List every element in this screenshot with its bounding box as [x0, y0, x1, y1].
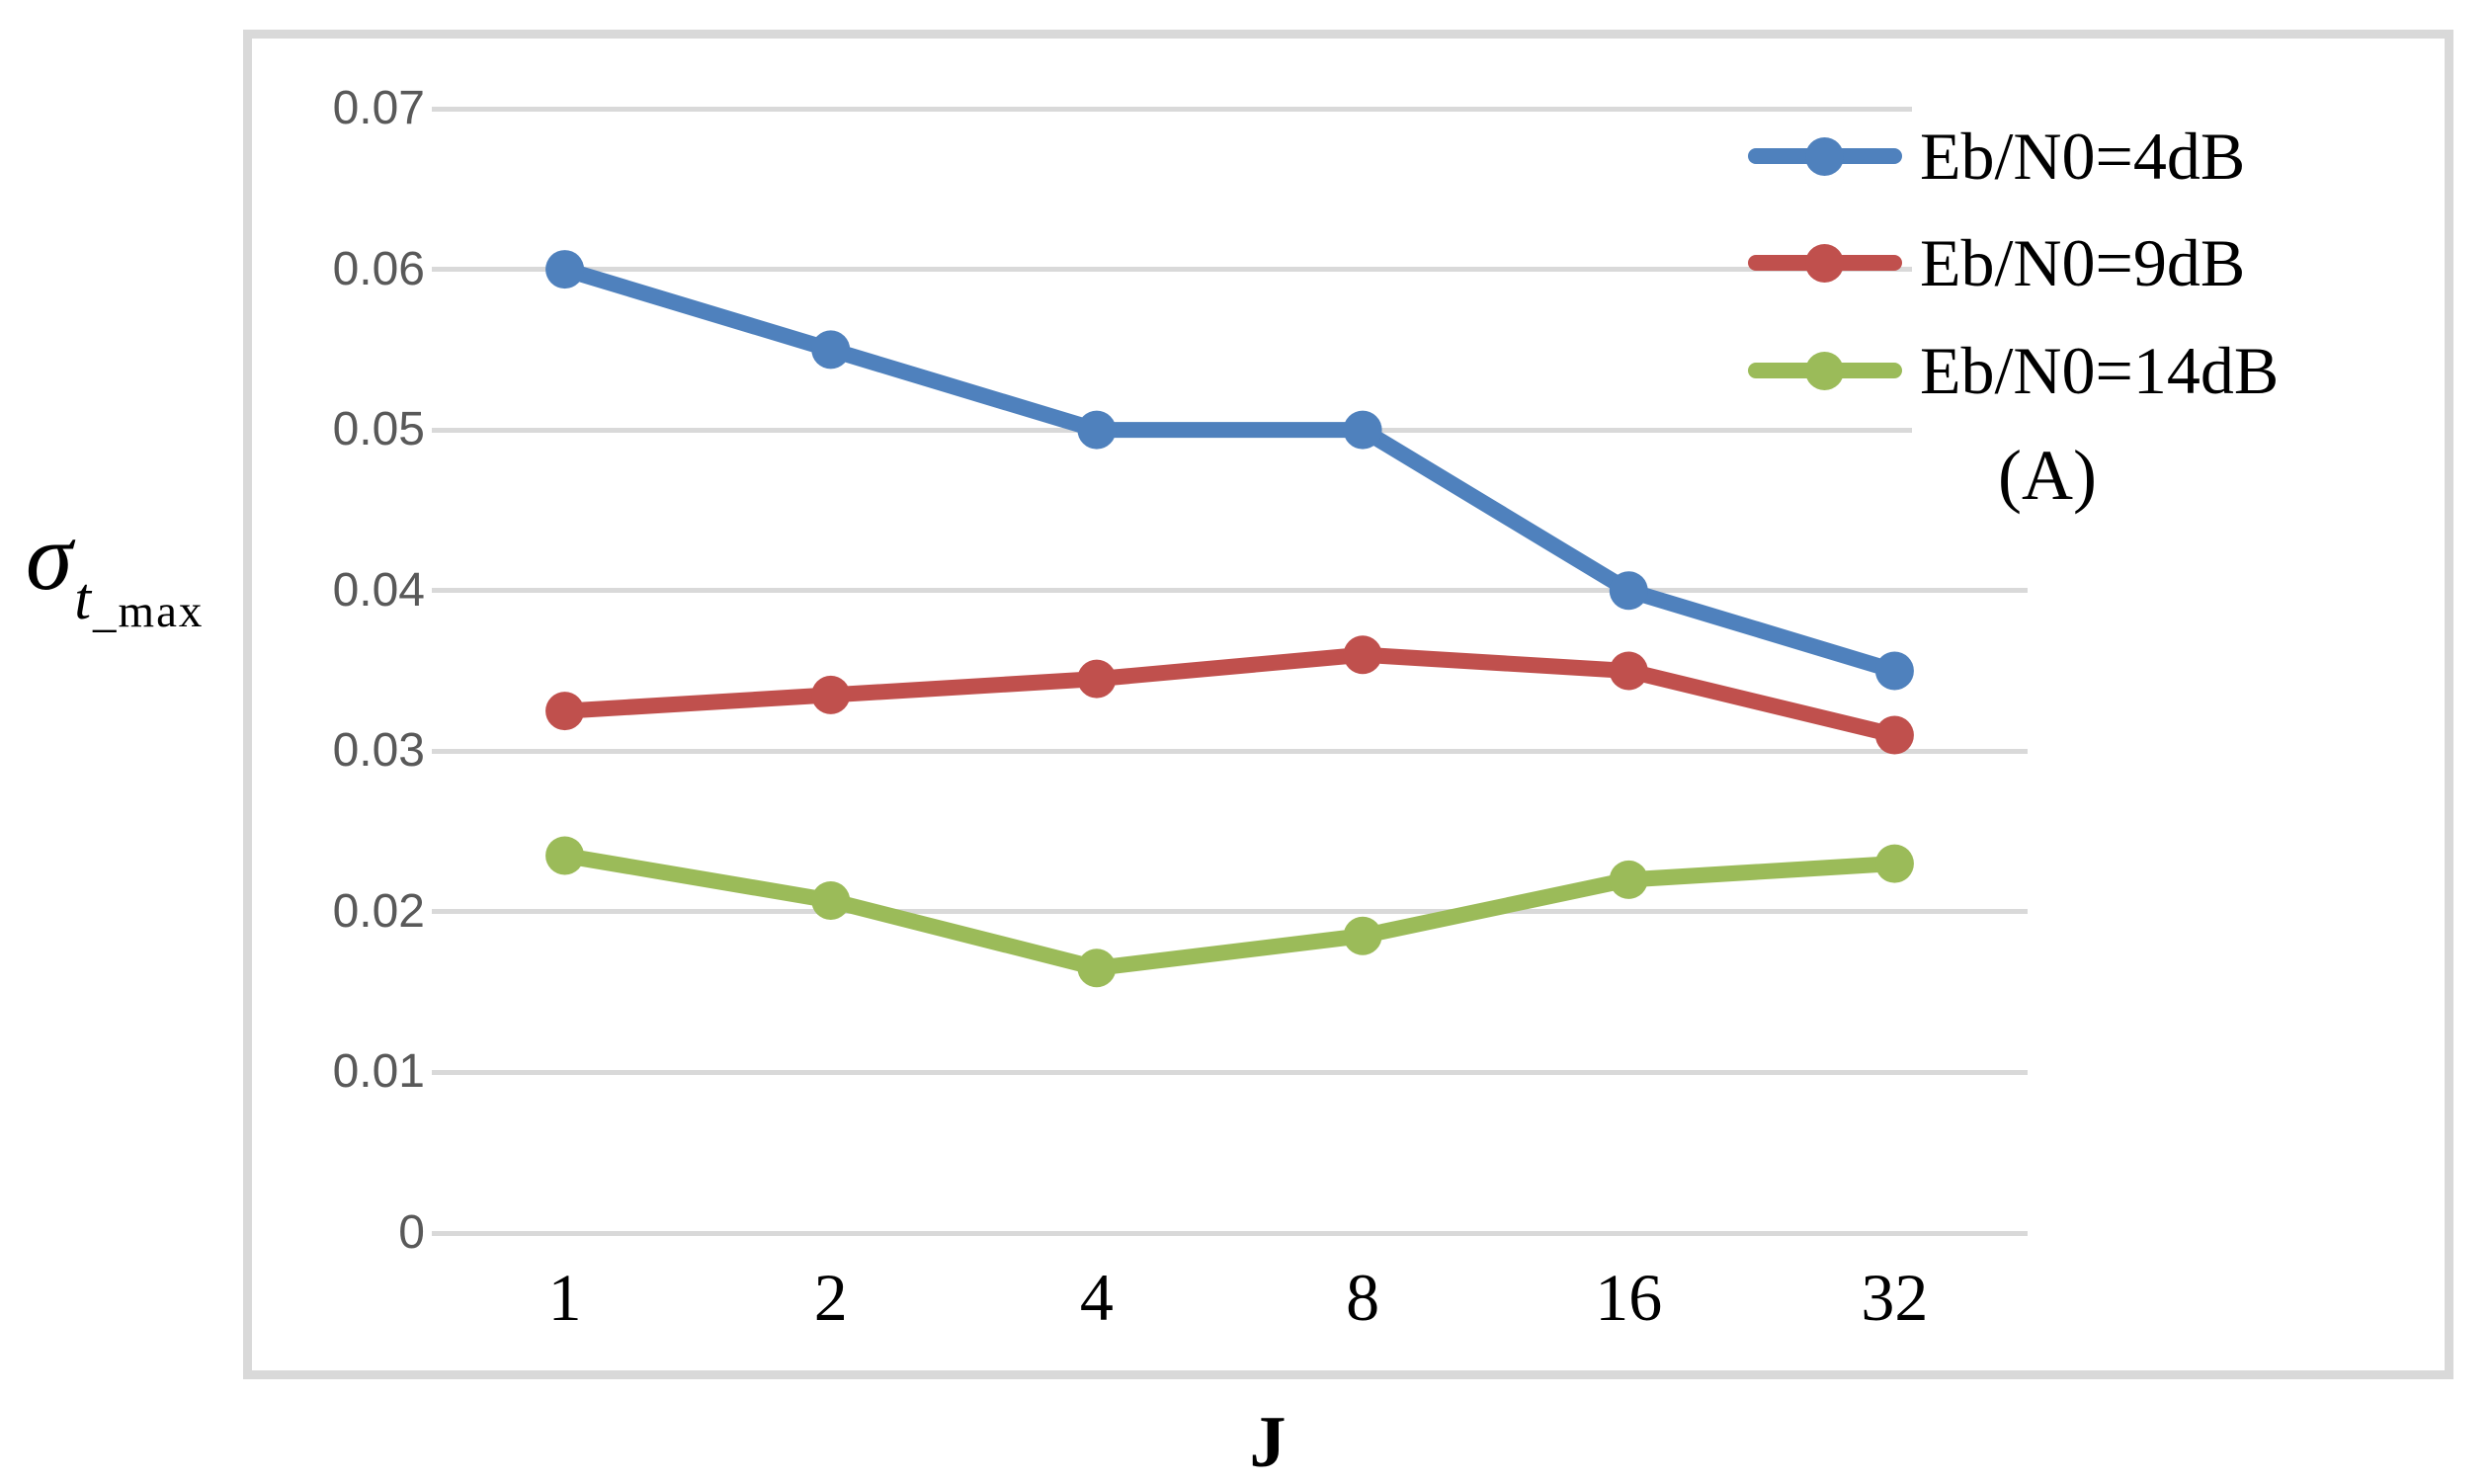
data-point-marker: [1874, 651, 1914, 691]
chart-frame: [243, 30, 2453, 1379]
y-axis-title: σt_max: [26, 510, 204, 638]
x-tick-label: 8: [1346, 1260, 1380, 1335]
y-tick-label: 0.06: [332, 242, 425, 295]
x-tick-label: 16: [1595, 1260, 1663, 1335]
data-point-marker: [1077, 948, 1117, 988]
data-point-marker: [545, 250, 585, 289]
y-tick-label: 0.02: [332, 884, 425, 938]
gridline: [432, 748, 2028, 754]
gridline: [432, 267, 2028, 273]
y-tick-label: 0.03: [332, 724, 425, 778]
x-tick-label: 4: [1079, 1260, 1114, 1335]
data-point-marker: [1874, 844, 1914, 883]
y-tick-label: 0.07: [332, 82, 425, 134]
y-tick-label: 0: [398, 1206, 425, 1259]
gridline: [432, 909, 2028, 915]
x-tick-label: 1: [547, 1260, 582, 1335]
data-point-marker: [1077, 410, 1117, 450]
legend-marker-line-icon: [1748, 137, 1902, 176]
legend-marker-dot-icon: [1805, 244, 1844, 283]
legend-item: Eb/N0=4dB: [1748, 119, 2245, 194]
data-point-marker: [1609, 860, 1648, 899]
data-point-marker: [1609, 651, 1648, 691]
data-point-marker: [811, 880, 851, 920]
data-point-marker: [1609, 571, 1648, 611]
legend-item-label: Eb/N0=4dB: [1920, 118, 2246, 194]
y-tick-label: 0.01: [332, 1045, 425, 1099]
data-point-marker: [1343, 410, 1382, 450]
legend-item: Eb/N0=14dB: [1748, 333, 2279, 408]
data-point-marker: [545, 692, 585, 731]
x-tick-label: 2: [813, 1260, 848, 1335]
y-tick-label: 0.05: [332, 403, 425, 456]
legend-item: Eb/N0=9dB: [1748, 225, 2245, 300]
data-point-marker: [1874, 715, 1914, 755]
legend-marker-dot-icon: [1805, 137, 1844, 176]
gridline: [432, 1069, 2028, 1075]
legend-marker-line-icon: [1748, 352, 1902, 390]
series-line-Eb/N0=14dB: [556, 847, 1903, 976]
data-point-marker: [1077, 659, 1117, 699]
x-axis-title: J: [1249, 1402, 1287, 1483]
legend-item-label: Eb/N0=9dB: [1920, 224, 2246, 300]
x-tick-label: 32: [1861, 1260, 1929, 1335]
data-point-marker: [1343, 916, 1382, 955]
legend-background: [1912, 95, 2436, 458]
gridline: [432, 1230, 2028, 1236]
legend-marker-dot-icon: [1805, 352, 1844, 390]
y-axis-title-subscript-t: t: [74, 566, 92, 631]
gridline: [432, 106, 2028, 112]
y-tick-label: 0.04: [332, 563, 425, 617]
data-point-marker: [545, 836, 585, 875]
series-line-Eb/N0=4dB: [556, 261, 1903, 679]
legend-marker-line-icon: [1748, 244, 1902, 283]
data-point-marker: [811, 330, 851, 370]
series-line-Eb/N0=9dB: [556, 646, 1903, 744]
data-point-marker: [1343, 635, 1382, 675]
data-point-marker: [811, 675, 851, 714]
legend-item-label: Eb/N0=14dB: [1920, 332, 2280, 408]
y-axis-title-sigma: σ: [26, 504, 73, 610]
y-axis-title-subscript-max: _max: [93, 586, 205, 637]
gridline: [432, 588, 2028, 594]
panel-label: (A): [1998, 436, 2097, 515]
